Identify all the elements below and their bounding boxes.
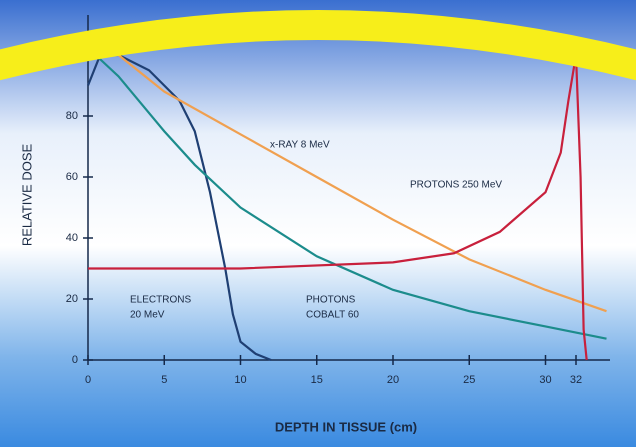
x-tick-label: 25 xyxy=(463,374,475,386)
x-tick-label: 5 xyxy=(161,374,167,386)
x-axis-label: DEPTH IN TISSUE (cm) xyxy=(275,419,417,434)
y-tick-label: 0 xyxy=(72,354,78,366)
x-tick-label: 32 xyxy=(570,374,582,386)
x-tick-label: 0 xyxy=(85,374,91,386)
plot: RELATIVE DOSE DEPTH IN TISSUE (cm) 0 20 40… xyxy=(19,15,610,434)
series-label: PHOTONS xyxy=(306,295,356,306)
x-tick-label: 20 xyxy=(387,374,399,386)
x-tick-label: 15 xyxy=(311,374,323,386)
series-line xyxy=(88,54,588,361)
y-tick-label: 80 xyxy=(66,110,78,122)
series-label: PROTONS 250 MeV xyxy=(410,180,502,191)
yellow-arc xyxy=(0,10,636,81)
y-tick-label: 20 xyxy=(66,293,78,305)
series-line xyxy=(94,54,607,340)
series-label: 20 MeV xyxy=(130,310,165,321)
x-tick-label: 30 xyxy=(539,374,551,386)
y-tick-label: 40 xyxy=(66,232,78,244)
y-tick-label: 60 xyxy=(66,171,78,183)
x-tick-label: 10 xyxy=(234,374,246,386)
series-line xyxy=(117,54,607,313)
series-label: x-RAY 8 MeV xyxy=(270,140,330,151)
y-axis-label: RELATIVE DOSE xyxy=(19,143,34,246)
series-label: ELECTRONS xyxy=(130,295,191,306)
series-label: COBALT 60 xyxy=(306,310,359,321)
